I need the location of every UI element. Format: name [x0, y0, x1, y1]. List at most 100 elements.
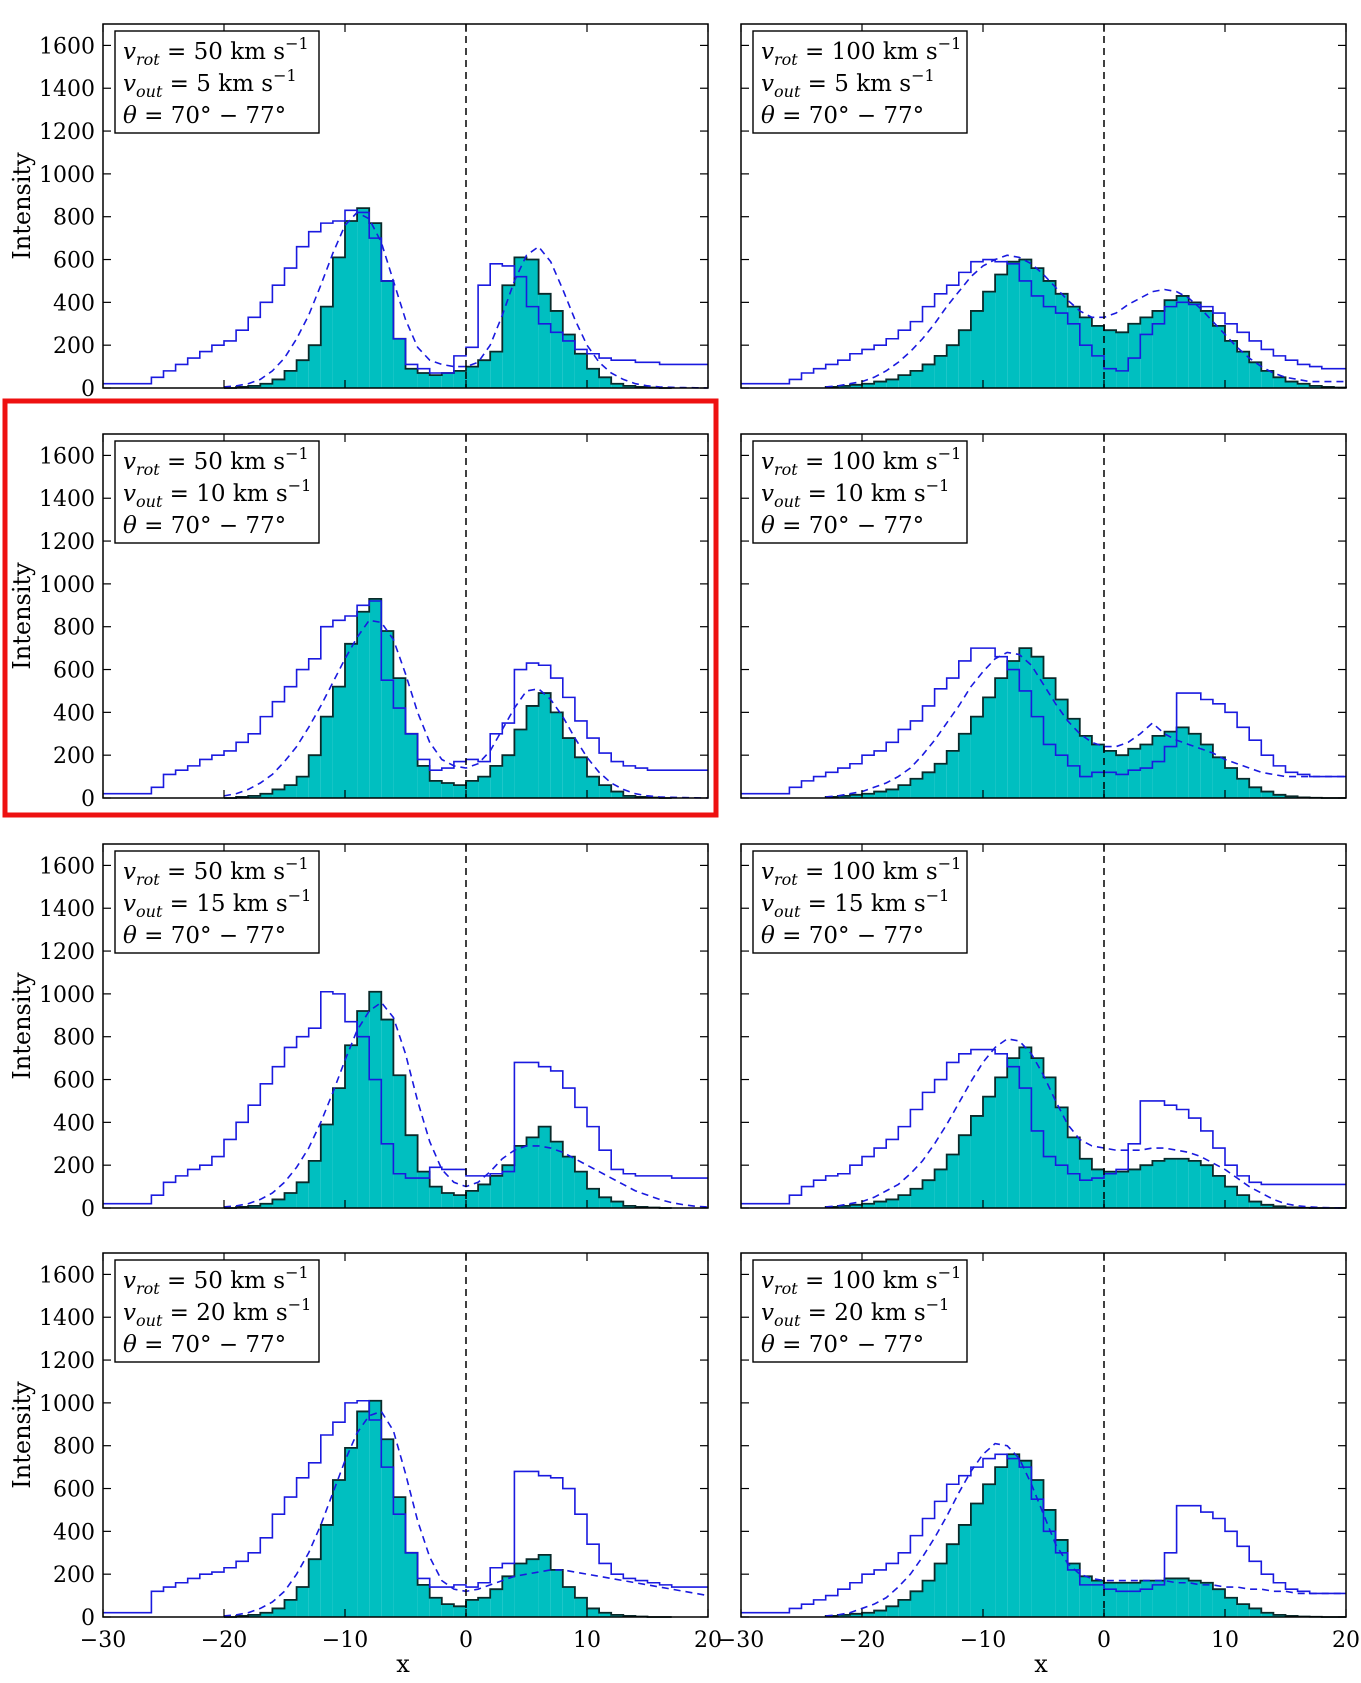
histogram-bar: [332, 686, 345, 798]
histogram-bar: [260, 1203, 273, 1208]
histogram-bar: [345, 643, 358, 798]
histogram-bar: [345, 220, 358, 388]
plot-frame: [102, 843, 709, 1209]
histogram-bar: [995, 1467, 1008, 1617]
histogram-bar: [441, 373, 454, 388]
histogram-bar: [417, 1584, 430, 1617]
plot-frame: [102, 1252, 709, 1618]
histogram-bar: [1152, 735, 1165, 798]
histogram-bar: [260, 1612, 273, 1617]
histogram-bar: [1116, 755, 1129, 798]
histogram-bar: [526, 259, 539, 388]
histogram-bar: [1019, 1460, 1032, 1617]
histogram-bar: [284, 785, 297, 798]
histogram-bar: [550, 1141, 563, 1208]
histogram-bar: [345, 1045, 358, 1208]
x-tick-label: 10: [1211, 1628, 1239, 1653]
histogram-bar: [405, 733, 418, 798]
histogram-bar: [946, 1154, 959, 1208]
histogram-bar: [623, 385, 636, 388]
histogram-bar: [587, 776, 600, 798]
histogram-outline: [224, 990, 672, 1209]
histogram-bar: [1212, 757, 1225, 798]
histogram-bar: [1055, 293, 1068, 388]
legend-entry: vrot = 50 km s−1: [123, 854, 309, 889]
y-tick-label: 1600: [39, 444, 95, 469]
histogram-bar: [296, 360, 309, 388]
histogram-bar: [837, 795, 850, 798]
y-tick-label: 800: [53, 206, 95, 231]
histogram-bar: [922, 364, 935, 388]
model-step-line: [103, 990, 708, 1205]
y-tick-label: 600: [53, 659, 95, 684]
histogram-bar: [1225, 768, 1238, 798]
histogram-bar: [1104, 750, 1117, 798]
histogram-bar: [574, 757, 587, 798]
histogram-bar: [538, 1126, 551, 1208]
model-step-line: [741, 647, 1346, 795]
legend-entry: vout = 15 km s−1: [123, 886, 311, 921]
histogram-bar: [429, 1186, 442, 1208]
histogram-bar: [514, 1145, 527, 1208]
model-step-line: [741, 1453, 1346, 1614]
model-step-line: [103, 209, 708, 385]
histogram-bar: [1031, 1479, 1044, 1617]
histogram-bar: [502, 755, 515, 798]
histogram-bar: [1309, 385, 1322, 388]
histogram-bar: [453, 370, 466, 388]
legend-entry: θ = 70° − 77°: [761, 103, 924, 129]
histogram-bar: [441, 1604, 454, 1617]
histogram-bar: [1212, 325, 1225, 388]
histogram-bar: [1237, 1604, 1250, 1617]
legend-entry: vrot = 50 km s−1: [123, 34, 309, 69]
histogram-bar: [466, 366, 479, 388]
histogram-bar: [1140, 744, 1153, 798]
y-tick-label: 400: [53, 291, 95, 316]
histogram-bar: [550, 712, 563, 798]
model-step-line: [741, 1048, 1346, 1205]
histogram-bar: [296, 776, 309, 798]
legend-box: [114, 30, 320, 134]
plot-frame: [740, 1252, 1347, 1618]
model-step-line: [103, 600, 708, 795]
y-tick-label: 1000: [39, 573, 95, 598]
histogram-bar: [1249, 1608, 1262, 1617]
y-tick-label: 600: [53, 249, 95, 274]
histogram-outline: [824, 1046, 1346, 1209]
histogram-bar: [611, 791, 624, 798]
legend-entry: vrot = 100 km s−1: [761, 34, 961, 69]
histogram-bar: [478, 776, 491, 798]
model-dashed-curve: [223, 211, 709, 389]
histogram-bar: [1043, 280, 1056, 388]
histogram-bar: [1055, 1539, 1068, 1617]
histogram-bar: [1079, 735, 1092, 798]
histogram-bar: [1261, 370, 1274, 388]
histogram-bar: [332, 257, 345, 388]
model-dashed-curve: [825, 1038, 1347, 1209]
histogram-bar: [1176, 727, 1189, 798]
plot-frame: [740, 23, 1347, 389]
histogram-bar: [599, 377, 612, 388]
histogram-bar: [995, 1077, 1008, 1208]
legend-entry: vout = 10 km s−1: [761, 476, 949, 511]
histogram-bar: [538, 1554, 551, 1617]
histogram-bar: [910, 1188, 923, 1208]
y-tick-label: 0: [81, 377, 95, 402]
histogram-bar: [574, 1171, 587, 1208]
histogram-bar: [970, 716, 983, 798]
histogram-bar: [1128, 1582, 1141, 1617]
histogram-bar: [862, 1203, 875, 1208]
histogram-bar: [502, 1576, 515, 1617]
histogram-bar: [1079, 1576, 1092, 1617]
histogram-bar: [599, 785, 612, 798]
histogram-bar: [898, 1195, 911, 1208]
histogram-bar: [562, 1587, 575, 1617]
histogram-bar: [958, 733, 971, 798]
histogram-bar: [1031, 268, 1044, 388]
y-tick-label: 1400: [39, 897, 95, 922]
histogram-bar: [1237, 1195, 1250, 1208]
histogram-bar: [526, 1137, 539, 1208]
histogram-bar: [332, 1479, 345, 1617]
histogram-bar: [1200, 1582, 1213, 1617]
